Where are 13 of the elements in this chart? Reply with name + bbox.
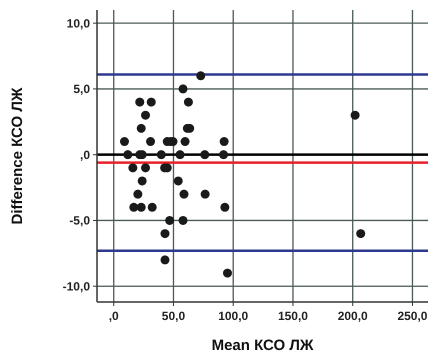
y-axis-title: Difference КСО ЛЖ xyxy=(9,87,26,224)
x-tick-label: 150,0 xyxy=(278,309,308,323)
y-tick-label: -10,0 xyxy=(62,279,90,294)
x-axis-title: Mean КСО ЛЖ xyxy=(212,337,314,354)
x-tick-label: 100,0 xyxy=(218,309,249,323)
x-tick-label: 250,0 xyxy=(397,309,428,323)
x-tick-label: ,0 xyxy=(108,309,120,323)
x-tick-label: 200,0 xyxy=(338,309,368,323)
y-tick-label: ,0 xyxy=(80,148,90,162)
y-tick-label: 5,0 xyxy=(73,82,90,96)
y-tick-label: 10,0 xyxy=(66,16,90,30)
y-tick-label: -5,0 xyxy=(69,214,90,228)
x-tick-label: 50,0 xyxy=(162,309,186,323)
